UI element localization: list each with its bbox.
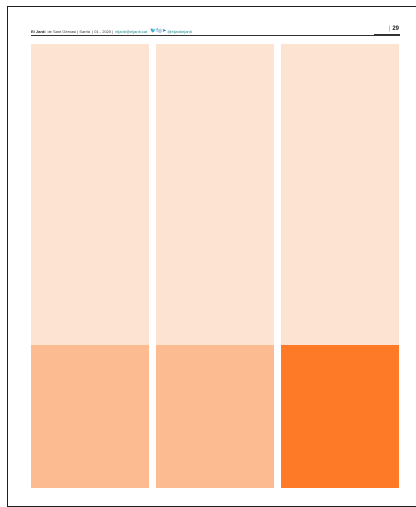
column-1-top-block (31, 44, 149, 345)
color-column-3 (281, 44, 399, 488)
header-rule (31, 35, 400, 36)
page-number: | 29 (388, 26, 399, 32)
telegram-icon[interactable]: ➤ (162, 28, 167, 34)
publication-location: de Sant Gervasi | Sarrià (47, 28, 91, 34)
column-3-bottom-block (281, 345, 399, 488)
header-rule-accent (374, 34, 400, 36)
social-handle[interactable]: @eljardiejardi (167, 28, 192, 34)
column-1-bottom-block (31, 345, 149, 488)
twitter-icon[interactable]: 🐦 (150, 28, 157, 34)
column-3-top-block (281, 44, 399, 345)
facebook-icon[interactable]: f (156, 28, 158, 34)
publication-name: El Jardí (31, 28, 46, 34)
column-2-top-block (156, 44, 274, 345)
instagram-icon[interactable]: ◎ (157, 28, 163, 34)
email-link[interactable]: eljardi@eljardi.cat (115, 28, 148, 34)
page-border-left (7, 6, 8, 507)
social-icons: 🐦f◎➤ (150, 28, 166, 34)
color-column-2 (156, 44, 274, 488)
color-column-1 (31, 44, 149, 488)
page-number-value: 29 (392, 26, 399, 32)
running-header: El Jardí de Sant Gervasi | Sarrià | 01 -… (31, 26, 400, 36)
issue-number: | 01 - 2020 | (92, 28, 114, 34)
column-2-bottom-block (156, 345, 274, 488)
page-border-top (7, 6, 416, 7)
